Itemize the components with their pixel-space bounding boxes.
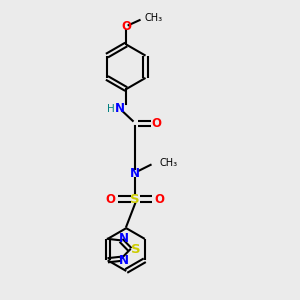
Text: N: N (118, 254, 128, 267)
Text: S: S (131, 243, 141, 256)
Text: O: O (106, 193, 116, 206)
Text: N: N (115, 102, 125, 115)
Text: O: O (121, 20, 131, 33)
Text: CH₃: CH₃ (144, 13, 162, 23)
Text: CH₃: CH₃ (160, 158, 178, 168)
Text: N: N (118, 232, 128, 245)
Text: S: S (130, 193, 140, 206)
Text: O: O (152, 117, 162, 130)
Text: H: H (107, 104, 115, 114)
Text: O: O (154, 193, 164, 206)
Text: N: N (130, 167, 140, 180)
